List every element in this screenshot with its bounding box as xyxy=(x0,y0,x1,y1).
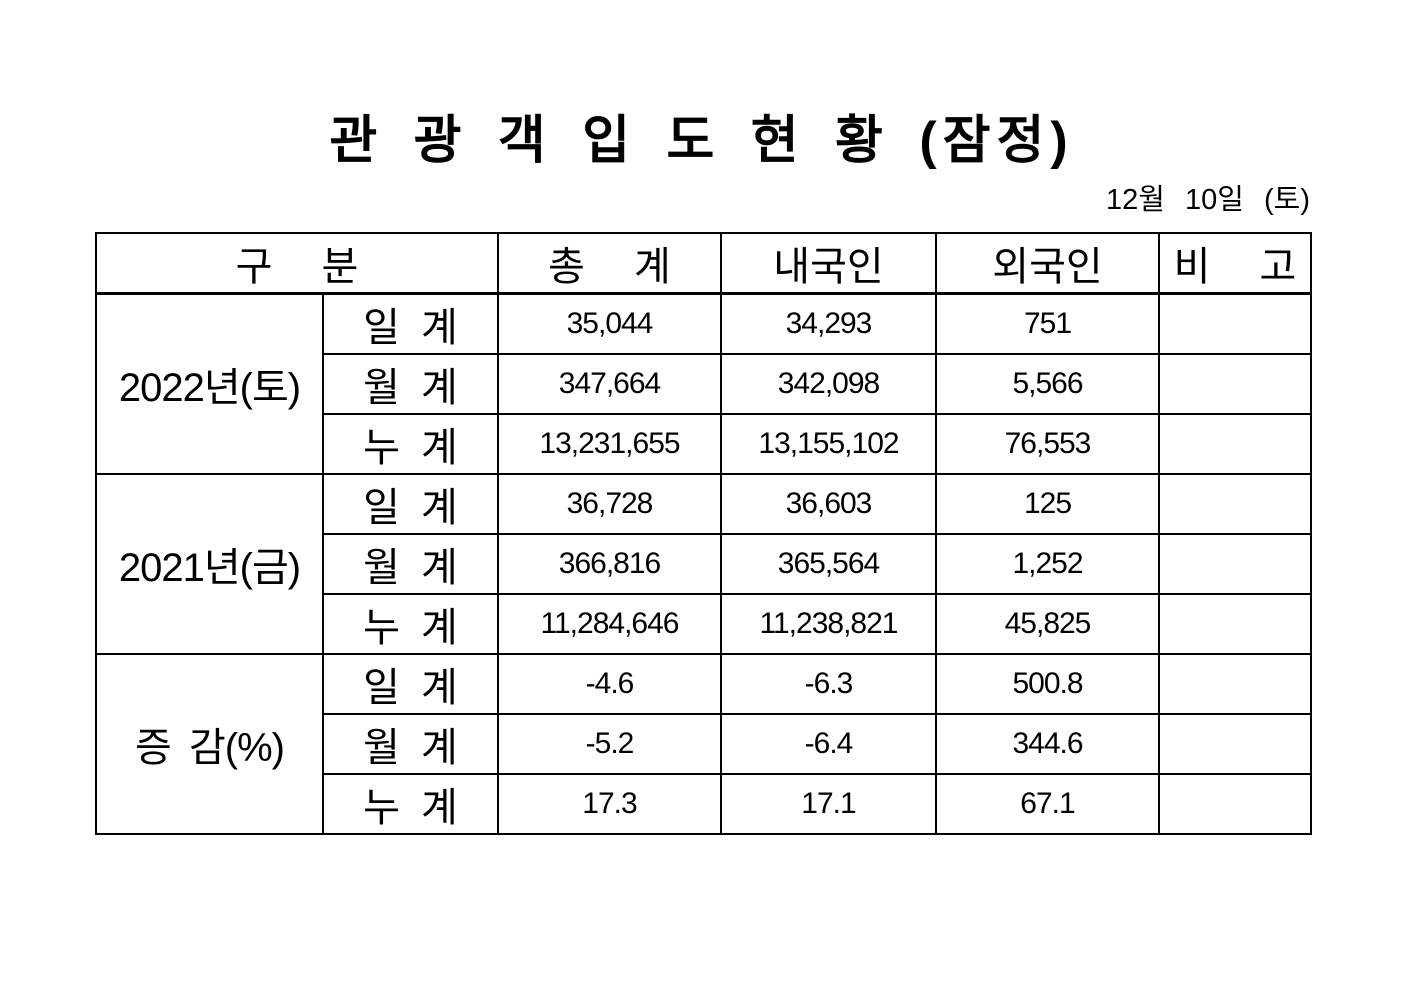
cell-note xyxy=(1158,292,1312,355)
row-label-cumulative: 누 계 xyxy=(322,413,499,475)
cell-foreign: 67.1 xyxy=(935,773,1160,835)
cell-domestic: 13,155,102 xyxy=(720,413,937,475)
cell-total: 347,664 xyxy=(497,353,722,415)
page-title: 관 광 객 입 도 현 황 (잠정) xyxy=(329,112,1074,170)
table-row: 월 계 347,664 342,098 5,566 xyxy=(96,353,1312,415)
cell-total: 366,816 xyxy=(497,533,722,595)
cell-domestic: 17.1 xyxy=(720,773,937,835)
row-label-monthly: 월 계 xyxy=(322,713,499,775)
cell-note xyxy=(1158,533,1312,595)
cell-domestic: 36,603 xyxy=(720,473,937,535)
row-label-daily: 일 계 xyxy=(322,473,499,535)
tourist-arrivals-table: 구 분 총 계 내국인 외국인 비 고 2022년(토) 일 계 35,044 … xyxy=(95,232,1312,835)
cell-domestic: -6.4 xyxy=(720,713,937,775)
cell-foreign: 76,553 xyxy=(935,413,1160,475)
header-domestic: 내국인 xyxy=(720,232,937,295)
cell-domestic: 365,564 xyxy=(720,533,937,595)
table-row: 증 감(%) 일 계 -4.6 -6.3 500.8 xyxy=(95,653,1312,835)
header-foreign: 외국인 xyxy=(935,232,1160,295)
section-label-2021: 2021년(금) xyxy=(95,473,324,655)
section-label-change: 증 감(%) xyxy=(95,653,324,835)
cell-domestic: 34,293 xyxy=(720,292,937,355)
row-label-cumulative: 누 계 xyxy=(322,773,499,835)
cell-total: 17.3 xyxy=(497,773,722,835)
header-total: 총 계 xyxy=(497,232,722,295)
table-row: 2021년(금) 일 계 36,728 36,603 125 xyxy=(95,473,1312,655)
cell-total: 36,728 xyxy=(497,473,722,535)
report-date: 12월 10일 (토) xyxy=(1106,184,1310,216)
table-row: 누 계 13,231,655 13,155,102 76,553 xyxy=(96,413,1312,475)
cell-domestic: 11,238,821 xyxy=(720,593,937,655)
section-label-2022: 2022년(토) xyxy=(95,292,324,475)
table-row: 2022년(토) 일 계 35,044 34,293 751 xyxy=(95,292,1312,475)
cell-domestic: -6.3 xyxy=(720,653,937,715)
cell-note xyxy=(1158,653,1312,715)
cell-note xyxy=(1158,473,1312,535)
row-label-cumulative: 누 계 xyxy=(322,593,499,655)
cell-foreign: 500.8 xyxy=(935,653,1160,715)
cell-total: 11,284,646 xyxy=(497,593,722,655)
cell-total: -4.6 xyxy=(497,653,722,715)
cell-foreign: 5,566 xyxy=(935,353,1160,415)
cell-note xyxy=(1158,593,1312,655)
cell-total: -5.2 xyxy=(497,713,722,775)
cell-note xyxy=(1158,773,1312,835)
table-row: 누 계 17.3 17.1 67.1 xyxy=(96,773,1312,835)
cell-note xyxy=(1158,353,1312,415)
table-header-row: 구 분 총 계 내국인 외국인 비 고 xyxy=(95,232,1312,295)
cell-foreign: 45,825 xyxy=(935,593,1160,655)
row-label-daily: 일 계 xyxy=(322,292,499,355)
table-row: 누 계 11,284,646 11,238,821 45,825 xyxy=(96,593,1312,655)
row-label-daily: 일 계 xyxy=(322,653,499,715)
cell-note xyxy=(1158,413,1312,475)
table-row: 월 계 366,816 365,564 1,252 xyxy=(96,533,1312,595)
cell-foreign: 751 xyxy=(935,292,1160,355)
cell-foreign: 344.6 xyxy=(935,713,1160,775)
row-label-monthly: 월 계 xyxy=(322,353,499,415)
cell-note xyxy=(1158,713,1312,775)
cell-domestic: 342,098 xyxy=(720,353,937,415)
cell-foreign: 1,252 xyxy=(935,533,1160,595)
header-note: 비 고 xyxy=(1158,232,1312,295)
cell-foreign: 125 xyxy=(935,473,1160,535)
cell-total: 13,231,655 xyxy=(497,413,722,475)
header-category: 구 분 xyxy=(95,232,499,295)
cell-total: 35,044 xyxy=(497,292,722,355)
row-label-monthly: 월 계 xyxy=(322,533,499,595)
table-row: 월 계 -5.2 -6.4 344.6 xyxy=(96,713,1312,775)
